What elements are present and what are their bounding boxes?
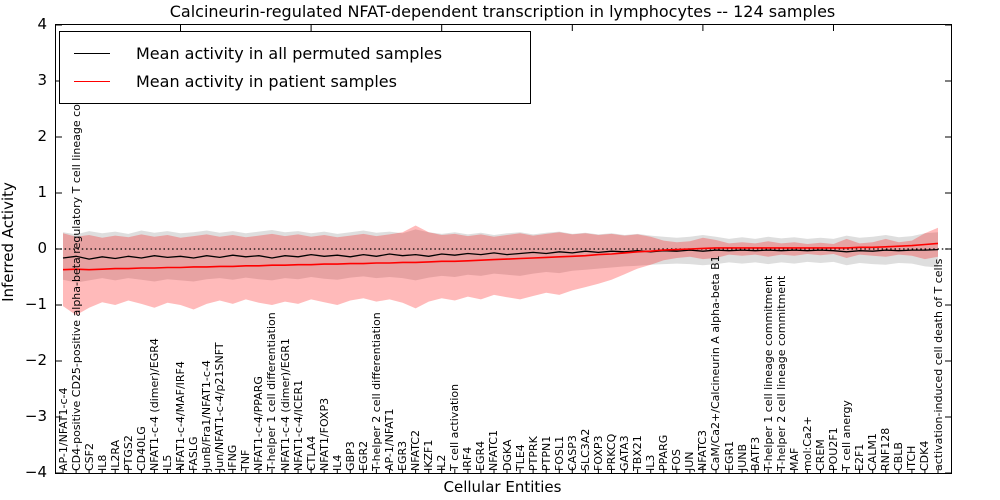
- patient-mean-line: [62, 242, 939, 271]
- y-tick-label: −3: [24, 407, 47, 425]
- permuted-std-band: [63, 229, 938, 283]
- x-axis-label: Cellular Entities: [443, 478, 562, 496]
- y-tick-label: 0: [37, 239, 47, 257]
- permuted-line-swatch: [74, 52, 110, 54]
- y-tick-label: 4: [37, 15, 47, 33]
- plot-area: AP-1/NFAT1-c-4 CD4-positive CD25-positive…: [55, 24, 952, 474]
- patient-line-swatch: [74, 80, 110, 82]
- chart-title: Calcineurin-regulated NFAT-dependent tra…: [169, 2, 836, 21]
- legend-label-permuted: Mean activity in all permuted samples: [136, 43, 443, 63]
- y-tick-labels: 4 3 2 1 0 −1 −2 −3 −4: [0, 0, 54, 500]
- y-tick-label: −2: [24, 351, 47, 369]
- legend-label-patient: Mean activity in patient samples: [136, 71, 397, 91]
- y-tick-label: 3: [37, 71, 47, 89]
- legend-item-patient: Mean activity in patient samples: [74, 67, 520, 95]
- legend: Mean activity in all permuted samples Me…: [59, 31, 531, 104]
- legend-item-permuted: Mean activity in all permuted samples: [74, 39, 520, 67]
- plot-canvas: [56, 25, 951, 473]
- axis-tick-marks: [56, 25, 951, 473]
- y-tick-label: −1: [24, 295, 47, 313]
- y-tick-label: −4: [24, 463, 47, 481]
- permuted-mean-line: [62, 248, 939, 260]
- y-tick-label: 1: [37, 183, 47, 201]
- y-tick-label: 2: [37, 127, 47, 145]
